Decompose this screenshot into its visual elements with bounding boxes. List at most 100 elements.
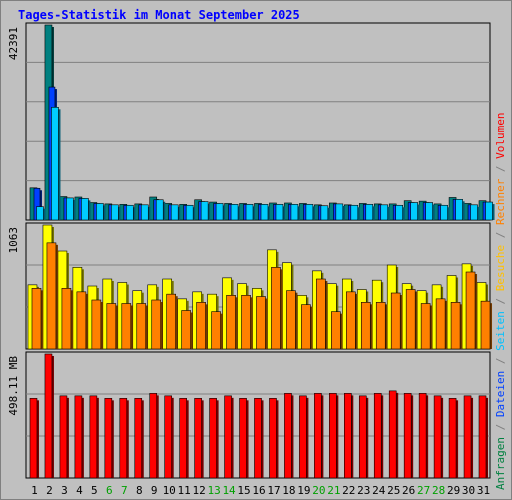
bar-seiten-29 bbox=[455, 198, 463, 221]
bar-seiten-15 bbox=[245, 204, 254, 221]
bar-rechner-9 bbox=[151, 299, 162, 350]
legend-separator: / bbox=[494, 351, 507, 371]
bar-seiten-31 bbox=[485, 201, 493, 221]
x-tick-label-16: 16 bbox=[252, 484, 265, 497]
x-tick-label-4: 4 bbox=[76, 484, 83, 497]
x-tick-label-10: 10 bbox=[163, 484, 176, 497]
x-tick-label-22: 22 bbox=[342, 484, 355, 497]
bar-rechner-30 bbox=[465, 271, 476, 350]
panel-requests: 42391 bbox=[7, 22, 495, 221]
bar-rechner-21 bbox=[331, 311, 341, 350]
x-tick-label-1: 1 bbox=[31, 484, 38, 497]
chart-panels: 42391 1063 498.11 MB bbox=[7, 22, 495, 479]
bar-volumen-11 bbox=[179, 398, 187, 479]
bar-seiten-6 bbox=[111, 204, 119, 221]
x-tick-label-14: 14 bbox=[222, 484, 236, 497]
bar-rechner-2 bbox=[46, 242, 57, 350]
bar-seiten-18 bbox=[290, 204, 299, 221]
bar-seiten-7 bbox=[125, 204, 134, 221]
chart-title: Tages-Statistik im Monat September 2025 bbox=[18, 8, 300, 22]
x-tick-label-13: 13 bbox=[207, 484, 220, 497]
bar-rechner-26 bbox=[405, 289, 416, 350]
bar-seiten-27 bbox=[425, 202, 433, 221]
bar-rechner-15 bbox=[241, 295, 251, 350]
bar-seiten-9 bbox=[155, 199, 164, 221]
bar-volumen-5 bbox=[89, 395, 98, 479]
legend-item-besuche: Besuche bbox=[494, 245, 507, 291]
bar-seiten-19 bbox=[305, 204, 314, 221]
bar-seiten-14 bbox=[230, 204, 239, 221]
x-tick-label-6: 6 bbox=[106, 484, 113, 497]
legend-separator: / bbox=[494, 225, 507, 245]
x-tick-label-27: 27 bbox=[417, 484, 430, 497]
bar-seiten-26 bbox=[410, 202, 418, 221]
y-max-label: 1063 bbox=[7, 227, 20, 254]
panel-frame bbox=[25, 22, 491, 221]
bar-rechner-29 bbox=[450, 302, 461, 350]
bar-volumen-21 bbox=[329, 393, 337, 479]
bar-rechner-24 bbox=[375, 302, 386, 350]
x-tick-label-31: 31 bbox=[477, 484, 490, 497]
bar-rechner-27 bbox=[420, 303, 431, 350]
x-tick-label-29: 29 bbox=[447, 484, 460, 497]
bar-seiten-23 bbox=[365, 204, 374, 221]
bar-rechner-28 bbox=[435, 298, 446, 350]
legend-item-volumen: Volumen bbox=[494, 112, 507, 158]
x-tick-label-21: 21 bbox=[327, 484, 340, 497]
bar-seiten-30 bbox=[470, 204, 478, 221]
bar-volumen-13 bbox=[209, 398, 217, 479]
bar-volumen-17 bbox=[269, 398, 277, 479]
bar-volumen-12 bbox=[194, 398, 202, 479]
x-tick-label-7: 7 bbox=[121, 484, 128, 497]
bar-volumen-27 bbox=[418, 393, 427, 479]
bar-volumen-28 bbox=[433, 395, 442, 479]
bar-rechner-20 bbox=[316, 278, 326, 350]
x-tick-label-12: 12 bbox=[193, 484, 206, 497]
bar-seiten-1 bbox=[36, 206, 44, 221]
x-tick-label-5: 5 bbox=[91, 484, 98, 497]
bar-rechner-7 bbox=[121, 303, 132, 350]
bar-seiten-8 bbox=[140, 204, 149, 221]
bar-seiten-20 bbox=[320, 205, 329, 221]
bar-volumen-6 bbox=[104, 398, 113, 479]
x-tick-label-2: 2 bbox=[46, 484, 53, 497]
bar-volumen-10 bbox=[164, 395, 172, 479]
bar-seiten-12 bbox=[200, 201, 209, 221]
bar-seiten-2 bbox=[51, 106, 59, 221]
legend-separator: / bbox=[494, 291, 507, 311]
x-tick-label-9: 9 bbox=[151, 484, 158, 497]
bar-rechner-17 bbox=[271, 267, 281, 350]
y-max-label: 498.11 MB bbox=[7, 356, 20, 416]
bar-seiten-5 bbox=[96, 203, 104, 221]
bar-rechner-18 bbox=[286, 290, 296, 350]
bar-seiten-11 bbox=[185, 204, 194, 221]
bar-rechner-31 bbox=[480, 300, 491, 350]
bar-volumen-18 bbox=[284, 393, 292, 479]
bar-rechner-19 bbox=[301, 304, 311, 350]
bar-volumen-16 bbox=[254, 398, 262, 479]
legend: Anfragen / Dateien / Seiten / Besuche / … bbox=[494, 112, 507, 490]
x-tick-label-26: 26 bbox=[402, 484, 415, 497]
x-axis-tick-labels: 1 2 3 4 5 6 7 8 9 10 11 12 13 14 15 16 17 18 19 20 21 22 23 24 2… bbox=[31, 484, 490, 497]
bar-rechner-1 bbox=[31, 288, 42, 350]
x-tick-label-17: 17 bbox=[267, 484, 280, 497]
x-tick-label-25: 25 bbox=[387, 484, 400, 497]
bar-rechner-22 bbox=[346, 291, 356, 350]
legend-separator: / bbox=[494, 159, 507, 179]
panel-visits: 1063 bbox=[7, 222, 493, 350]
x-tick-label-11: 11 bbox=[178, 484, 191, 497]
bar-rechner-25 bbox=[390, 292, 401, 350]
y-max-label: 42391 bbox=[7, 27, 20, 60]
bar-seiten-24 bbox=[380, 204, 389, 221]
bar-volumen-30 bbox=[463, 395, 472, 479]
bar-rechner-4 bbox=[76, 291, 87, 350]
bar-volumen-1 bbox=[29, 398, 38, 479]
bar-volumen-3 bbox=[59, 395, 68, 479]
bar-seiten-25 bbox=[395, 204, 404, 221]
bar-rechner-6 bbox=[106, 303, 117, 350]
bar-volumen-19 bbox=[299, 395, 307, 479]
bar-rechner-10 bbox=[166, 293, 176, 350]
bar-seiten-28 bbox=[440, 204, 448, 221]
bar-volumen-2 bbox=[44, 353, 53, 479]
bar-volumen-7 bbox=[119, 398, 128, 479]
